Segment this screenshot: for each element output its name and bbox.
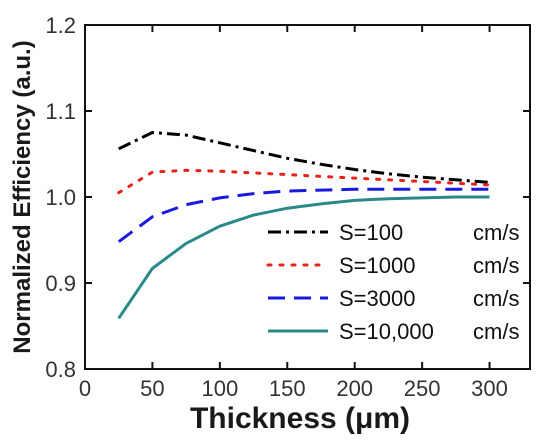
x-tick-label: 250	[404, 376, 441, 401]
y-tick-label: 0.9	[45, 271, 76, 296]
y-tick-label: 0.8	[45, 357, 76, 382]
series-line-0	[118, 131, 490, 184]
legend-label-0: S=100	[339, 220, 403, 245]
y-tick-label: 1.2	[45, 13, 76, 38]
series-line-3	[117, 195, 490, 320]
x-tick-label: 0	[79, 376, 91, 401]
x-axis-title: Thickness (μm)	[190, 402, 410, 435]
y-axis-title: Normalized Efficiency (a.u.)	[9, 40, 36, 353]
legend-unit-3: cm/s	[473, 319, 519, 344]
legend-unit-2: cm/s	[473, 286, 519, 311]
legend-label-2: S=3000	[339, 286, 415, 311]
legend: S=100 cm/s S=1000 cm/s S=3000 cm/s S=10,000 cm/…	[266, 220, 519, 344]
x-tick-label: 300	[471, 376, 508, 401]
x-tick-label: 200	[336, 376, 373, 401]
series-layer	[117, 131, 491, 320]
legend-label-1: S=1000	[339, 253, 415, 278]
series-line-1	[117, 168, 491, 195]
y-tick-label: 1.0	[45, 185, 76, 210]
legend-label-3: S=10,000	[339, 319, 434, 344]
axes-layer: 0 50 100 150 200 250 300 0.8 0.9 1.0 1.1 1.2	[45, 13, 531, 401]
y-tick-label: 1.1	[45, 99, 76, 124]
x-tick-label: 100	[201, 376, 238, 401]
x-tick-label: 150	[269, 376, 306, 401]
legend-unit-0: cm/s	[473, 220, 519, 245]
legend-unit-1: cm/s	[473, 253, 519, 278]
x-tick-label: 50	[140, 376, 164, 401]
series-line-2	[117, 187, 490, 243]
